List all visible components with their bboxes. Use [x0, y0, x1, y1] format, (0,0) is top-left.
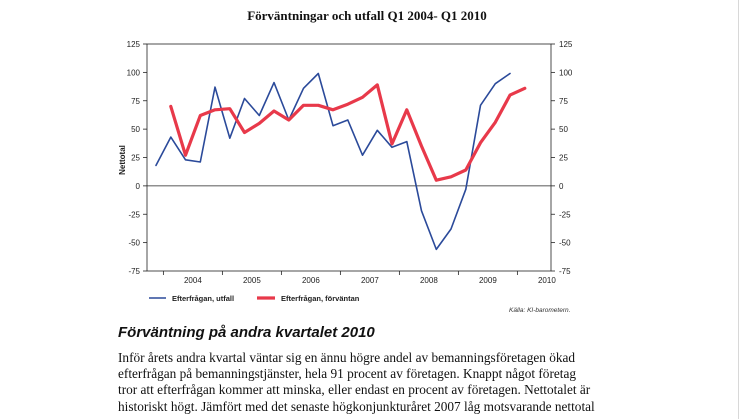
body-paragraph: Inför årets andra kvartal väntar sig en …	[118, 350, 624, 415]
y-tick-label-right: 0	[559, 182, 564, 191]
y-tick-label: 25	[131, 154, 140, 163]
legend-label-forvantan: Efterfrågan, förväntan	[281, 294, 360, 303]
y-tick-label-right: 125	[559, 40, 573, 49]
paragraph-line: Inför årets andra kvartal väntar sig en …	[118, 350, 576, 365]
y-tick-label: 125	[127, 40, 141, 49]
paragraph-line: historiskt högt. Jämfört med det senaste…	[118, 398, 595, 414]
y-tick-label: -50	[128, 239, 140, 248]
y-tick-label: 0	[136, 182, 141, 191]
x-tick-label: 2004	[184, 276, 202, 285]
x-tick-label: 2006	[302, 276, 320, 285]
x-axis: 2004 2005 2006 2007 2008 2009 2010	[162, 271, 556, 285]
y-tick-label-right: -75	[559, 267, 571, 276]
y-tick-label: 50	[131, 125, 140, 134]
legend-label-utfall: Efterfrågan, utfall	[172, 294, 234, 303]
y-tick-label: 75	[131, 97, 140, 106]
y-tick-label-right: 75	[559, 97, 568, 106]
x-tick-label: 2010	[538, 276, 556, 285]
section-heading: Förväntning på andra kvartalet 2010	[118, 324, 375, 341]
x-tick-label: 2005	[243, 276, 261, 285]
y-axis-label: Nettotal	[118, 145, 127, 175]
chart-title: Förväntningar och utfall Q1 2004- Q1 201…	[247, 8, 487, 23]
y-tick-label-right: 25	[559, 154, 568, 163]
x-tick-label: 2009	[479, 276, 497, 285]
y-tick-label: -25	[128, 210, 140, 219]
right-axis: 125 100 75 50 25 0 -25 -50 -75	[551, 40, 573, 276]
y-tick-label-right: 50	[559, 125, 568, 134]
plot-area	[146, 43, 552, 272]
y-tick-label: 100	[127, 68, 141, 77]
series-layer	[155, 72, 527, 251]
paragraph-line: tror att efterfrågan kommer att minska, …	[118, 382, 591, 398]
x-tick-label: 2007	[361, 276, 379, 285]
left-axis: 125 100 75 50 25 0 -25 -50 -75	[127, 40, 147, 276]
y-tick-label: -75	[128, 267, 140, 276]
paragraph-line: efterfrågan på bemanningstjänster, hela …	[118, 366, 577, 382]
x-tick-label: 2008	[420, 276, 438, 285]
legend: Efterfrågan, utfall Efterfrågan, förvänt…	[149, 294, 360, 303]
y-tick-label-right: 100	[559, 68, 573, 77]
chart: Förväntningar och utfall Q1 2004- Q1 201…	[118, 8, 573, 314]
series-line-utfall	[155, 72, 511, 251]
y-tick-label-right: -50	[559, 239, 571, 248]
y-tick-label-right: -25	[559, 210, 571, 219]
page-edge-rule	[738, 0, 739, 419]
source-note: Källa: KI-barometern.	[509, 307, 571, 314]
series-line-forvantan	[169, 83, 527, 182]
